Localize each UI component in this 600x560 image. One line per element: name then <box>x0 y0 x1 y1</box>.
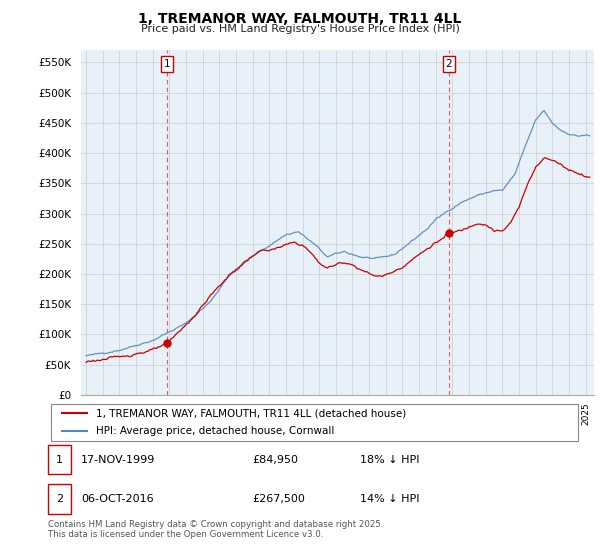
Text: Price paid vs. HM Land Registry's House Price Index (HPI): Price paid vs. HM Land Registry's House … <box>140 24 460 34</box>
Text: 14% ↓ HPI: 14% ↓ HPI <box>360 494 419 504</box>
Text: 1: 1 <box>56 455 63 465</box>
Text: 1: 1 <box>164 59 170 69</box>
Text: 06-OCT-2016: 06-OCT-2016 <box>81 494 154 504</box>
Text: 18% ↓ HPI: 18% ↓ HPI <box>360 455 419 465</box>
Text: HPI: Average price, detached house, Cornwall: HPI: Average price, detached house, Corn… <box>96 426 334 436</box>
Text: £267,500: £267,500 <box>252 494 305 504</box>
Text: Contains HM Land Registry data © Crown copyright and database right 2025.
This d: Contains HM Land Registry data © Crown c… <box>48 520 383 539</box>
Text: 1, TREMANOR WAY, FALMOUTH, TR11 4LL (detached house): 1, TREMANOR WAY, FALMOUTH, TR11 4LL (det… <box>96 408 406 418</box>
Text: 2: 2 <box>56 494 63 504</box>
FancyBboxPatch shape <box>50 404 578 441</box>
Text: £84,950: £84,950 <box>252 455 298 465</box>
Text: 1, TREMANOR WAY, FALMOUTH, TR11 4LL: 1, TREMANOR WAY, FALMOUTH, TR11 4LL <box>139 12 461 26</box>
Text: 2: 2 <box>445 59 452 69</box>
Text: 17-NOV-1999: 17-NOV-1999 <box>81 455 155 465</box>
